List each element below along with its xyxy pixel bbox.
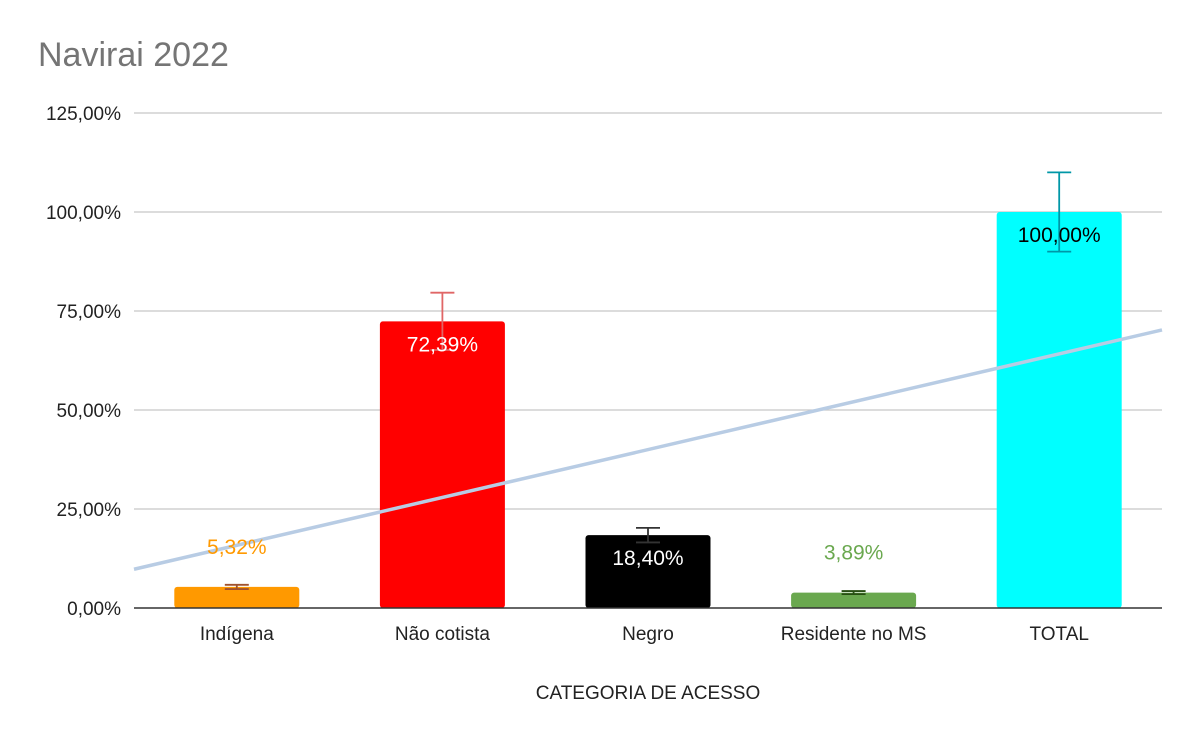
x-axis-title: CATEGORIA DE ACESSO — [536, 683, 761, 704]
x-tick-label: Não cotista — [395, 624, 490, 645]
bar — [996, 212, 1122, 608]
data-label: 100,00% — [1018, 224, 1101, 247]
chart-title: Navirai 2022 — [38, 36, 229, 74]
y-tick-label: 100,00% — [46, 203, 121, 224]
error-bars — [224, 171, 1072, 596]
trendline — [133, 328, 1163, 571]
y-tick-label: 125,00% — [46, 104, 121, 125]
bar — [585, 535, 711, 608]
y-tick-label: 50,00% — [57, 401, 122, 422]
bar — [379, 321, 505, 608]
data-label: 72,39% — [407, 333, 478, 356]
x-tick-label: TOTAL — [1029, 624, 1088, 645]
gridlines — [134, 112, 1162, 510]
x-tick-label: Residente no MS — [781, 624, 927, 645]
bar — [174, 586, 300, 608]
y-tick-label: 0,00% — [67, 599, 121, 620]
data-label: 18,40% — [612, 547, 683, 570]
bar — [791, 592, 917, 608]
trendline — [133, 328, 1163, 571]
x-tick-label: Indígena — [200, 624, 274, 645]
data-label: 5,32% — [207, 536, 267, 559]
axes: 0,00% 25,00% 50,00% 75,00% 100,00% 125,00% Ind… — [46, 104, 1162, 704]
x-tick-label: Negro — [622, 624, 674, 645]
bars — [174, 212, 1122, 608]
y-tick-label: 75,00% — [57, 302, 122, 323]
data-label: 3,89% — [824, 542, 884, 565]
y-tick-label: 25,00% — [57, 500, 122, 521]
data-labels: 5,32% 72,39% 18,40% 3,89% 100,00% — [207, 224, 1101, 570]
